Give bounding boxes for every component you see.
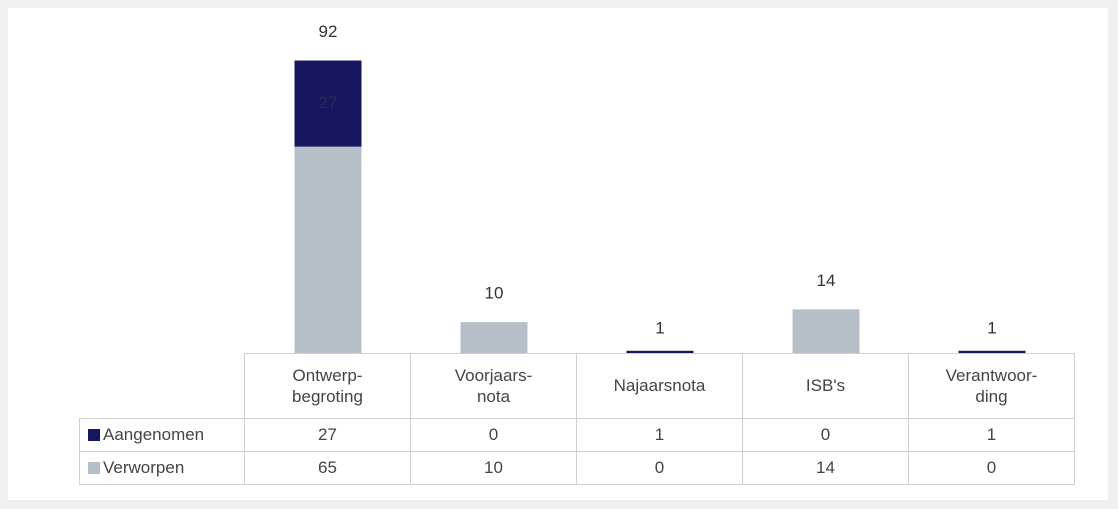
- bar-segment: [460, 322, 528, 354]
- legend-label: Verworpen: [103, 458, 185, 478]
- category-label: Ontwerp- begroting: [244, 353, 411, 419]
- table-value: 14: [742, 451, 909, 485]
- legend-key: [88, 429, 100, 441]
- table-value: 10: [410, 451, 577, 485]
- category-label: Verantwoor- ding: [908, 353, 1075, 419]
- total-label: 92: [319, 22, 338, 41]
- total-label: 10: [485, 284, 504, 303]
- bar-segment: [294, 146, 362, 354]
- legend-entry: Aangenomen: [79, 418, 245, 452]
- bar-segment: [958, 350, 1026, 354]
- total-label: 14: [817, 271, 836, 290]
- category-label: Najaarsnota: [576, 353, 743, 419]
- table-value: 0: [908, 451, 1075, 485]
- table-value: 65: [244, 451, 411, 485]
- table-value: 0: [742, 418, 909, 452]
- table-value: 1: [576, 418, 743, 452]
- total-label: 1: [987, 318, 996, 337]
- total-label: 1: [655, 318, 664, 337]
- table-value: 0: [576, 451, 743, 485]
- table-value: 27: [244, 418, 411, 452]
- legend-entry: Verworpen: [79, 451, 245, 485]
- bar-segment: [294, 60, 362, 147]
- segment-label: 27: [319, 93, 338, 112]
- table-value: 0: [410, 418, 577, 452]
- table-value: 1: [908, 418, 1075, 452]
- bar-segment: [792, 309, 860, 354]
- legend-key: [88, 462, 100, 474]
- bar-segment: [626, 350, 694, 354]
- category-label: ISB's: [742, 353, 909, 419]
- legend-label: Aangenomen: [103, 425, 205, 445]
- category-label: Voorjaars- nota: [410, 353, 577, 419]
